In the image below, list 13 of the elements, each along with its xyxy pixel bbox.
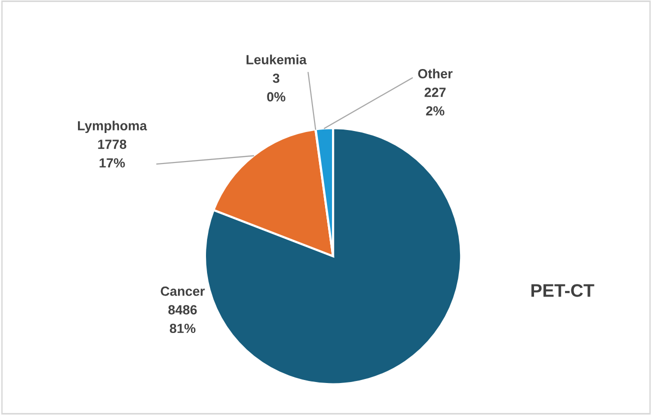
data-label: 227 xyxy=(424,88,446,97)
data-label: 8486 xyxy=(168,305,197,314)
text: PET-CT xyxy=(531,284,594,297)
text: 2% xyxy=(426,106,444,116)
text: 81% xyxy=(170,324,196,334)
slice-label: Leukemia xyxy=(246,54,307,64)
text: 17% xyxy=(100,158,125,168)
slice-label: Lymphoma xyxy=(78,120,148,134)
slice-label: Other xyxy=(418,68,453,78)
text: 0% xyxy=(267,92,286,102)
slice-label: Cancer xyxy=(160,286,205,296)
data-label: 1778 xyxy=(98,140,126,149)
data-label: 3 xyxy=(272,74,280,83)
